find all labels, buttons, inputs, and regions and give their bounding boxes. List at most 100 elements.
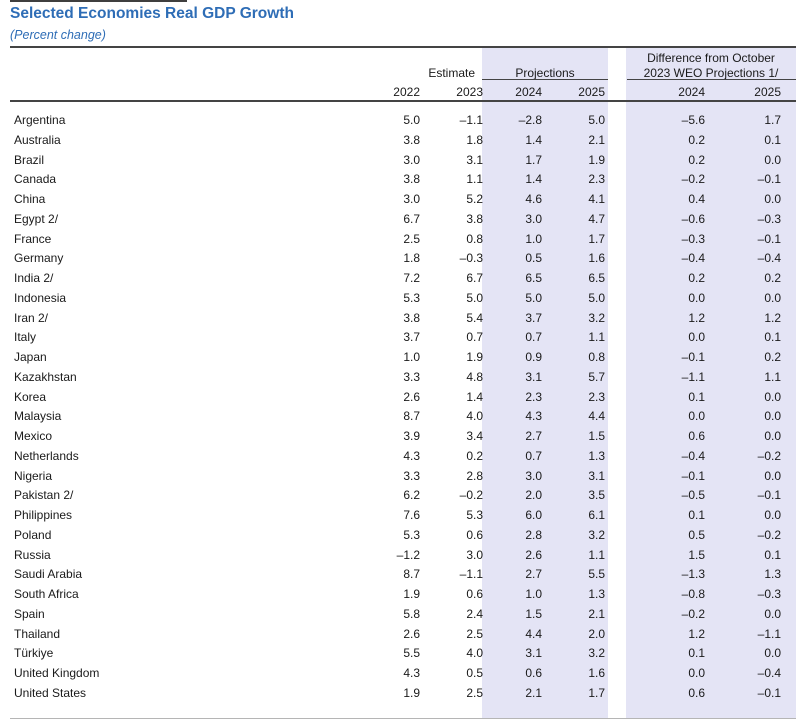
year-header-2023: 2023 bbox=[456, 85, 483, 99]
value-cell: 2.8 bbox=[466, 468, 483, 483]
table-bottom-rule bbox=[10, 718, 796, 719]
value-cell: 2.0 bbox=[588, 626, 605, 641]
value-cell: 0.0 bbox=[764, 192, 781, 206]
table-row: Korea 2.6 1.4 2.3 2.3 0.1 0.0 bbox=[0, 388, 800, 408]
value-cell: 3.8 bbox=[403, 310, 420, 325]
value-cell: –0.1 bbox=[757, 488, 781, 503]
value-cell: –0.6 bbox=[681, 211, 705, 226]
projections-group-underline bbox=[482, 79, 608, 80]
country-cell: Nigeria bbox=[14, 468, 53, 483]
difference-highlight-band bbox=[626, 47, 796, 719]
value-cell: 5.2 bbox=[466, 192, 483, 206]
country-cell: Thailand bbox=[14, 626, 61, 641]
value-cell: 3.0 bbox=[466, 547, 483, 562]
value-cell: 2.7 bbox=[525, 567, 542, 582]
value-cell: 5.0 bbox=[525, 290, 542, 305]
value-cell: –0.2 bbox=[681, 606, 705, 621]
value-cell: 0.6 bbox=[466, 527, 483, 542]
value-cell: –0.1 bbox=[681, 468, 705, 483]
value-cell: 4.1 bbox=[588, 192, 605, 206]
value-cell: 0.0 bbox=[764, 468, 781, 483]
value-cell: 6.0 bbox=[525, 508, 542, 522]
value-cell: –0.4 bbox=[757, 666, 781, 680]
value-cell: 6.7 bbox=[466, 271, 483, 285]
country-cell: France bbox=[14, 231, 52, 246]
year-header-diff-2025: 2025 bbox=[754, 85, 781, 99]
value-cell: 0.8 bbox=[466, 231, 483, 246]
estimate-group-header: Estimate bbox=[428, 66, 475, 80]
value-cell: 1.2 bbox=[688, 310, 705, 325]
value-cell: 1.1 bbox=[588, 330, 605, 345]
country-cell: Korea bbox=[14, 389, 47, 404]
value-cell: 1.0 bbox=[525, 587, 542, 601]
value-cell: 0.1 bbox=[764, 330, 781, 345]
value-cell: 0.0 bbox=[764, 508, 781, 522]
value-cell: –0.1 bbox=[757, 685, 781, 700]
value-cell: 5.0 bbox=[466, 290, 483, 305]
value-cell: 1.1 bbox=[588, 547, 605, 562]
value-cell: –2.8 bbox=[518, 113, 542, 127]
country-cell: Canada bbox=[14, 172, 57, 187]
value-cell: 2.3 bbox=[588, 389, 605, 404]
value-cell: 6.7 bbox=[403, 211, 420, 226]
value-cell: 7.6 bbox=[403, 508, 420, 522]
value-cell: 3.5 bbox=[588, 488, 605, 503]
value-cell: 3.2 bbox=[588, 646, 605, 661]
value-cell: –0.2 bbox=[757, 448, 781, 463]
country-cell: Netherlands bbox=[14, 448, 79, 463]
page-title: Selected Economies Real GDP Growth bbox=[10, 5, 294, 22]
country-cell: Pakistan 2/ bbox=[14, 488, 74, 503]
value-cell: 4.0 bbox=[466, 646, 483, 661]
value-cell: 5.3 bbox=[403, 527, 420, 542]
value-cell: 0.0 bbox=[688, 330, 705, 345]
year-header-2022: 2022 bbox=[393, 85, 420, 99]
value-cell: 2.1 bbox=[588, 132, 605, 147]
value-cell: 4.0 bbox=[466, 409, 483, 424]
value-cell: 1.8 bbox=[403, 251, 420, 266]
value-cell: 3.9 bbox=[403, 429, 420, 443]
value-cell: 1.9 bbox=[403, 587, 420, 601]
value-cell: 4.7 bbox=[588, 211, 605, 226]
value-cell: 1.0 bbox=[403, 350, 420, 364]
value-cell: 5.4 bbox=[466, 310, 483, 325]
value-cell: 1.7 bbox=[764, 113, 781, 127]
value-cell: 3.8 bbox=[403, 172, 420, 187]
value-cell: 3.1 bbox=[525, 646, 542, 661]
value-cell: 3.0 bbox=[525, 468, 542, 483]
value-cell: 1.9 bbox=[403, 685, 420, 700]
country-cell: United Kingdom bbox=[14, 666, 100, 680]
value-cell: –1.2 bbox=[396, 547, 420, 562]
value-cell: 1.2 bbox=[688, 626, 705, 641]
value-cell: –5.6 bbox=[681, 113, 705, 127]
value-cell: 5.8 bbox=[403, 606, 420, 621]
value-cell: 5.3 bbox=[466, 508, 483, 522]
country-cell: Brazil bbox=[14, 152, 45, 167]
value-cell: 0.0 bbox=[688, 290, 705, 305]
value-cell: 3.3 bbox=[403, 468, 420, 483]
value-cell: 0.0 bbox=[688, 409, 705, 424]
value-cell: 4.3 bbox=[403, 448, 420, 463]
value-cell: 1.2 bbox=[764, 310, 781, 325]
value-cell: 0.7 bbox=[525, 330, 542, 345]
value-cell: 3.7 bbox=[403, 330, 420, 345]
value-cell: 2.3 bbox=[588, 172, 605, 187]
value-cell: 0.5 bbox=[688, 527, 705, 542]
country-cell: Germany bbox=[14, 251, 64, 266]
table-row: Pakistan 2/6.2 –0.2 2.0 3.5 –0.5 –0.1 bbox=[0, 486, 800, 506]
table-row: Nigeria 3.3 2.8 3.0 3.1 –0.1 0.0 bbox=[0, 467, 800, 487]
table-row: Malaysia 8.7 4.0 4.3 4.4 0.0 0.0 bbox=[0, 407, 800, 427]
value-cell: 5.0 bbox=[403, 113, 420, 127]
value-cell: 0.6 bbox=[466, 587, 483, 601]
value-cell: 1.3 bbox=[588, 587, 605, 601]
value-cell: 0.8 bbox=[588, 350, 605, 364]
value-cell: 0.2 bbox=[764, 350, 781, 364]
value-cell: 1.4 bbox=[525, 132, 542, 147]
value-cell: 3.0 bbox=[525, 211, 542, 226]
table-row: Mexico 3.9 3.4 2.7 1.5 0.6 0.0 bbox=[0, 427, 800, 447]
value-cell: 1.8 bbox=[466, 132, 483, 147]
value-cell: 1.3 bbox=[588, 448, 605, 463]
country-cell: United States bbox=[14, 685, 87, 700]
value-cell: –0.1 bbox=[757, 231, 781, 246]
value-cell: 2.0 bbox=[525, 488, 542, 503]
value-cell: –0.3 bbox=[681, 231, 705, 246]
